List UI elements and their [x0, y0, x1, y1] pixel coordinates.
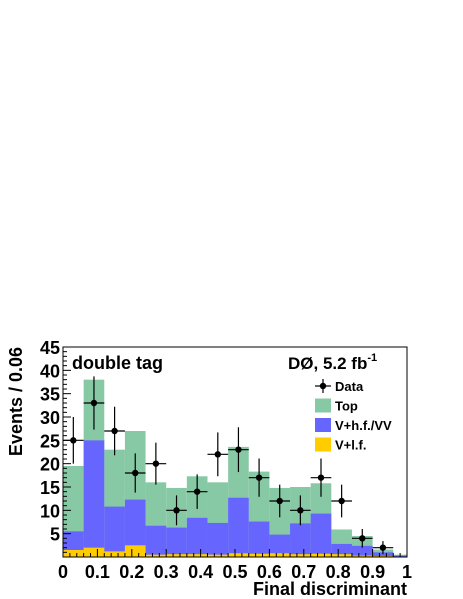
bar-v-h-f-vv — [186, 517, 208, 557]
bar-v-h-f-vv — [166, 527, 187, 557]
experiment-label: DØ, 5.2 fb — [288, 354, 367, 373]
data-point — [111, 427, 118, 435]
bar-v-h-f-vv — [310, 513, 332, 557]
legend-label-top: Top — [335, 399, 358, 414]
bar-v-l-f — [63, 550, 84, 557]
bar-v-h-f-vv — [290, 523, 311, 557]
bar-v-l-f — [290, 554, 311, 557]
legend: Data Top V+h.f./VV V+l.f. — [315, 379, 392, 453]
bar-v-l-f — [104, 551, 125, 557]
data-point — [132, 469, 139, 477]
data-point — [338, 497, 345, 505]
bar-v-l-f — [228, 553, 249, 557]
y-tick-label: 40 — [40, 361, 60, 381]
x-tick-label: 0.3 — [154, 562, 179, 582]
x-tick-label: 0.8 — [326, 562, 351, 582]
bar-v-h-f-vv — [248, 521, 270, 557]
legend-label-data: Data — [335, 379, 364, 394]
legend-swatch-v-l-f — [315, 437, 331, 452]
bar-v-l-f — [269, 553, 291, 557]
lumi-exponent: -1 — [367, 352, 377, 364]
x-tick-label: 0.9 — [360, 562, 385, 582]
x-tick-label: 0.5 — [222, 562, 247, 582]
y-tick-label: 20 — [40, 455, 60, 475]
y-tick-label: 30 — [40, 408, 60, 428]
annotation-experiment: DØ, 5.2 fb-1 — [288, 352, 377, 373]
y-tick-label: 25 — [40, 431, 60, 451]
x-tick-label: 0.6 — [257, 562, 282, 582]
x-tick-label: 0.7 — [291, 562, 316, 582]
legend-swatch-top — [315, 398, 331, 413]
bar-v-h-f-vv — [207, 522, 229, 557]
legend-label-v-l-f: V+l.f. — [335, 438, 366, 453]
data-point — [214, 451, 221, 458]
bar-v-l-f — [186, 554, 208, 557]
bar-v-h-f-vv — [351, 545, 373, 557]
legend-label-v-h-f-vv: V+h.f./VV — [335, 418, 392, 433]
x-tick-label: 0.2 — [119, 562, 144, 582]
x-tick-label: 0.1 — [85, 562, 110, 582]
bar-v-l-f — [124, 545, 146, 557]
bar-v-h-f-vv — [104, 506, 125, 557]
data-point — [152, 460, 160, 467]
bar-v-h-f-vv — [331, 543, 352, 557]
stacked-histogram — [63, 379, 407, 557]
y-tick-label: 35 — [40, 385, 60, 405]
bar-v-h-f-vv — [124, 499, 146, 557]
bar-v-l-f — [351, 555, 373, 557]
bar-v-l-f — [207, 554, 229, 557]
annotation-double-tag: double tag — [72, 353, 163, 373]
data-point — [90, 399, 98, 407]
bar-v-l-f — [331, 554, 352, 557]
x-tick-label: 1 — [402, 562, 412, 582]
legend-swatch-v-h-f-vv — [315, 418, 331, 432]
data-point — [70, 437, 77, 444]
bar-v-l-f — [166, 554, 187, 557]
bar-v-l-f — [248, 553, 270, 557]
data-points — [63, 376, 394, 555]
data-point — [255, 474, 263, 481]
data-point — [359, 535, 366, 542]
y-tick-label: 10 — [40, 501, 60, 521]
bar-v-l-f — [310, 553, 332, 557]
legend-marker-data — [319, 382, 327, 390]
data-point — [193, 488, 201, 495]
bar-v-l-f — [145, 554, 167, 557]
data-point — [379, 544, 387, 551]
data-point — [276, 497, 283, 505]
bar-v-l-f — [83, 547, 105, 557]
x-tick-label: 0.4 — [188, 562, 213, 582]
data-point — [173, 507, 180, 514]
y-tick-label: 15 — [40, 478, 60, 498]
bar-v-h-f-vv — [269, 534, 291, 557]
data-point — [235, 446, 242, 453]
y-axis-title: Events / 0.06 — [6, 347, 26, 456]
bar-v-h-f-vv — [228, 497, 249, 557]
y-tick-label: 5 — [50, 525, 60, 545]
bar-v-h-f-vv — [372, 552, 394, 557]
data-point — [317, 474, 325, 481]
x-tick-label: 0 — [58, 562, 68, 582]
bar-v-h-f-vv — [83, 440, 105, 557]
axes: 0 0.1 0.2 0.3 0.4 0.5 0.6 0.7 0.8 0.9 151015202530… — [40, 338, 412, 582]
bar-v-h-f-vv — [145, 525, 167, 557]
y-tick-label: 45 — [40, 338, 60, 358]
data-point — [297, 507, 304, 514]
x-axis-title: Final discriminant — [253, 579, 407, 599]
